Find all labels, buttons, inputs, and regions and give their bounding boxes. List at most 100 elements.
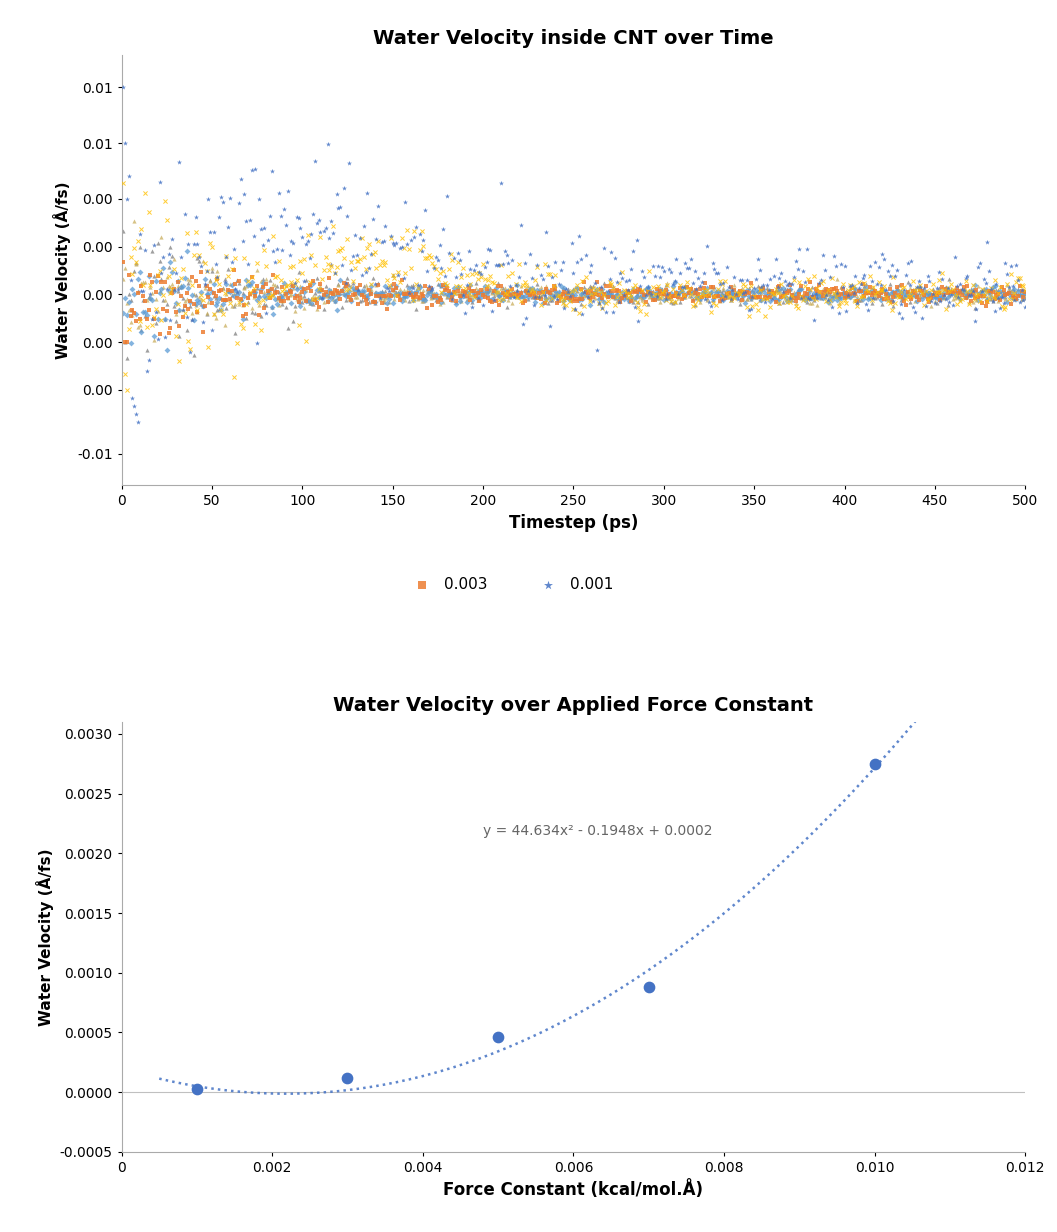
Point bbox=[200, 278, 217, 298]
Point bbox=[518, 286, 535, 306]
0.001 bbox=[1002, 256, 1019, 276]
Point bbox=[833, 277, 850, 297]
Point bbox=[484, 288, 501, 308]
Point bbox=[576, 286, 593, 306]
Point bbox=[803, 288, 820, 308]
Point bbox=[818, 281, 835, 301]
0.003 bbox=[162, 319, 179, 339]
0.003 bbox=[330, 283, 347, 303]
Point bbox=[553, 285, 570, 304]
Point bbox=[352, 249, 369, 269]
Point bbox=[989, 287, 1006, 307]
0.001 bbox=[462, 259, 479, 278]
Point bbox=[678, 277, 694, 297]
Point bbox=[633, 280, 650, 299]
Point bbox=[365, 244, 382, 264]
0.001 bbox=[372, 288, 389, 308]
Point bbox=[836, 283, 853, 303]
0.001 bbox=[663, 261, 680, 281]
0.003 bbox=[711, 291, 728, 310]
Point bbox=[599, 283, 616, 303]
Point bbox=[1002, 264, 1019, 283]
Point bbox=[724, 285, 741, 304]
Point bbox=[437, 285, 453, 304]
0.001 bbox=[406, 228, 423, 248]
Point bbox=[335, 248, 352, 267]
Point bbox=[416, 291, 433, 310]
Point bbox=[935, 282, 952, 302]
0.001 bbox=[713, 291, 730, 310]
Point bbox=[926, 287, 944, 307]
0.001 bbox=[959, 266, 976, 286]
Point bbox=[961, 282, 978, 302]
Point bbox=[843, 286, 860, 306]
Point bbox=[515, 286, 532, 306]
Point bbox=[172, 277, 189, 297]
Point bbox=[823, 267, 840, 287]
Point bbox=[307, 255, 323, 275]
Point bbox=[854, 280, 871, 299]
Point bbox=[136, 307, 153, 326]
Point bbox=[309, 288, 326, 308]
0.001 bbox=[689, 267, 706, 287]
Point bbox=[146, 266, 163, 286]
0.001 bbox=[867, 251, 884, 271]
0.003 bbox=[263, 278, 280, 298]
0.003 bbox=[223, 281, 240, 301]
Point bbox=[554, 293, 571, 313]
Point bbox=[462, 275, 479, 294]
Point bbox=[222, 293, 239, 313]
Point bbox=[994, 281, 1010, 301]
0.003 bbox=[610, 281, 627, 301]
0.003 bbox=[938, 280, 954, 299]
Point bbox=[556, 294, 573, 314]
0.001 bbox=[617, 271, 634, 291]
0.003 bbox=[579, 283, 596, 303]
Point bbox=[625, 292, 642, 312]
Point bbox=[299, 225, 316, 245]
Point bbox=[428, 287, 445, 307]
Point bbox=[826, 283, 842, 303]
Point bbox=[194, 290, 211, 309]
Point bbox=[959, 287, 976, 307]
Point bbox=[948, 283, 965, 303]
Point bbox=[679, 277, 696, 297]
Point bbox=[577, 267, 594, 287]
Point bbox=[147, 299, 164, 319]
Point bbox=[1017, 285, 1034, 304]
0.001 bbox=[375, 232, 392, 251]
Point bbox=[920, 290, 937, 309]
Point bbox=[585, 278, 601, 298]
Point bbox=[590, 293, 607, 313]
0.001 bbox=[274, 240, 291, 260]
Point bbox=[236, 277, 253, 297]
Point bbox=[605, 278, 622, 298]
0.003 bbox=[902, 287, 919, 307]
0.001 bbox=[164, 229, 181, 249]
0.003 bbox=[755, 277, 772, 297]
Point bbox=[668, 283, 685, 303]
Point bbox=[523, 280, 540, 299]
Point bbox=[160, 266, 177, 286]
Point bbox=[793, 277, 810, 297]
Point bbox=[882, 291, 898, 310]
0.003 bbox=[133, 277, 150, 297]
Point bbox=[659, 288, 675, 308]
0.003 bbox=[793, 276, 810, 296]
Point bbox=[1006, 283, 1023, 303]
0.003 bbox=[773, 287, 790, 307]
0.001 bbox=[312, 223, 329, 243]
0.003 bbox=[321, 269, 338, 288]
Point bbox=[787, 286, 804, 306]
Point bbox=[652, 287, 669, 307]
Point bbox=[503, 293, 520, 313]
Point bbox=[739, 280, 756, 299]
Point bbox=[908, 286, 925, 306]
Point bbox=[908, 285, 925, 304]
Point bbox=[953, 281, 970, 301]
Point bbox=[545, 276, 562, 296]
0.003 bbox=[959, 276, 976, 296]
Point bbox=[129, 317, 146, 336]
0.001 bbox=[197, 275, 214, 294]
Point bbox=[549, 285, 565, 304]
